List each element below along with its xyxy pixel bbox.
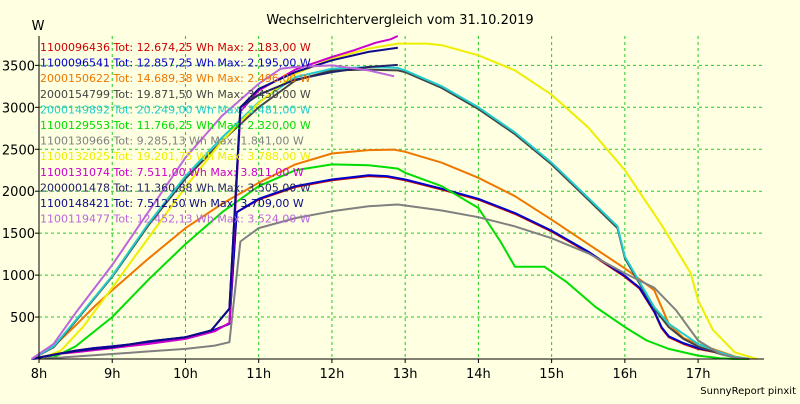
series-line-1100132025 — [38, 42, 757, 360]
y-tick-label: 500 — [10, 311, 35, 326]
y-tick-label: 3500 — [2, 59, 35, 74]
y-tick-label: 1000 — [2, 269, 35, 284]
series-line-1100130966 — [31, 203, 750, 360]
legend-entry-2000150622: 2000150622 Tot: 14.689,38 Wh Max: 2.496,… — [40, 72, 311, 85]
grid-lines — [38, 36, 764, 359]
y-tick-label: 2000 — [2, 185, 35, 200]
chart-title: Wechselrichtervergleich vom 31.10.2019 — [266, 13, 533, 28]
series-lines — [31, 35, 757, 360]
legend-entry-2000154799: 2000154799 Tot: 19.871,50 Wh Max: 3.450,… — [40, 88, 311, 101]
x-tick-label: 11h — [246, 367, 271, 382]
x-tick-label: 17h — [686, 367, 711, 382]
series-line-1100129553 — [31, 163, 750, 360]
x-tick-label: 8h — [31, 367, 48, 382]
legend-entry-1100130966: 1100130966 Tot: 9.285,13 Wh Max: 1.841,0… — [40, 135, 304, 148]
x-tick-label: 15h — [539, 367, 564, 382]
x-tick-label: 10h — [173, 367, 198, 382]
series-line-2000149892 — [31, 66, 750, 360]
legend-entry-2000149892: 2000149892 Tot: 20.249,00 Wh Max: 3.481,… — [40, 103, 311, 116]
x-tick-label: 14h — [466, 367, 491, 382]
series-line-2000154799 — [31, 68, 750, 360]
legend: 1100096436 Tot: 12.674,25 Wh Max: 2.183,… — [40, 41, 311, 226]
legend-entry-1100148421: 1100148421 Tot: 7.512,50 Wh Max: 3.709,0… — [40, 197, 304, 210]
y-tick-label: 2500 — [2, 143, 35, 158]
axis-ticks: 8h 9h 10h 11h 12h 13h 14h 15h 16h 17h 500 1000 1500 2… — [2, 59, 711, 382]
x-tick-label: 13h — [393, 367, 418, 382]
legend-entry-1100096541: 1100096541 Tot: 12.857,25 Wh Max: 2.195,… — [40, 57, 311, 70]
x-tick-label: 16h — [612, 367, 637, 382]
x-tick-label: 12h — [320, 367, 345, 382]
legend-entry-1100131074: 1100131074 Tot: 7.511,00 Wh Max: 3.811,0… — [40, 166, 304, 179]
legend-entry-1100129553: 1100129553 Tot: 11.766,25 Wh Max: 2.320,… — [40, 119, 311, 132]
series-line-2000150622 — [31, 148, 750, 360]
y-tick-label: 3000 — [2, 101, 35, 116]
legend-entry-2000001478: 2000001478 Tot: 11.360,88 Wh Max: 3.505,… — [40, 181, 311, 194]
series-line-1100148421 — [31, 46, 398, 360]
y-axis-unit-label: W — [32, 19, 45, 34]
legend-entry-1100132025: 1100132025 Tot: 19.201,75 Wh Max: 3.788,… — [40, 150, 311, 163]
series-line-1100119477 — [31, 64, 395, 360]
x-tick-label: 9h — [104, 367, 121, 382]
footer-credit: SunnyReport pinxit — [700, 386, 796, 397]
legend-entry-1100096436: 1100096436 Tot: 12.674,25 Wh Max: 2.183,… — [40, 41, 311, 54]
legend-entry-1100119477: 1100119477 Tot: 12.452,13 Wh Max: 3.524,… — [40, 213, 311, 226]
y-tick-label: 1500 — [2, 227, 35, 242]
